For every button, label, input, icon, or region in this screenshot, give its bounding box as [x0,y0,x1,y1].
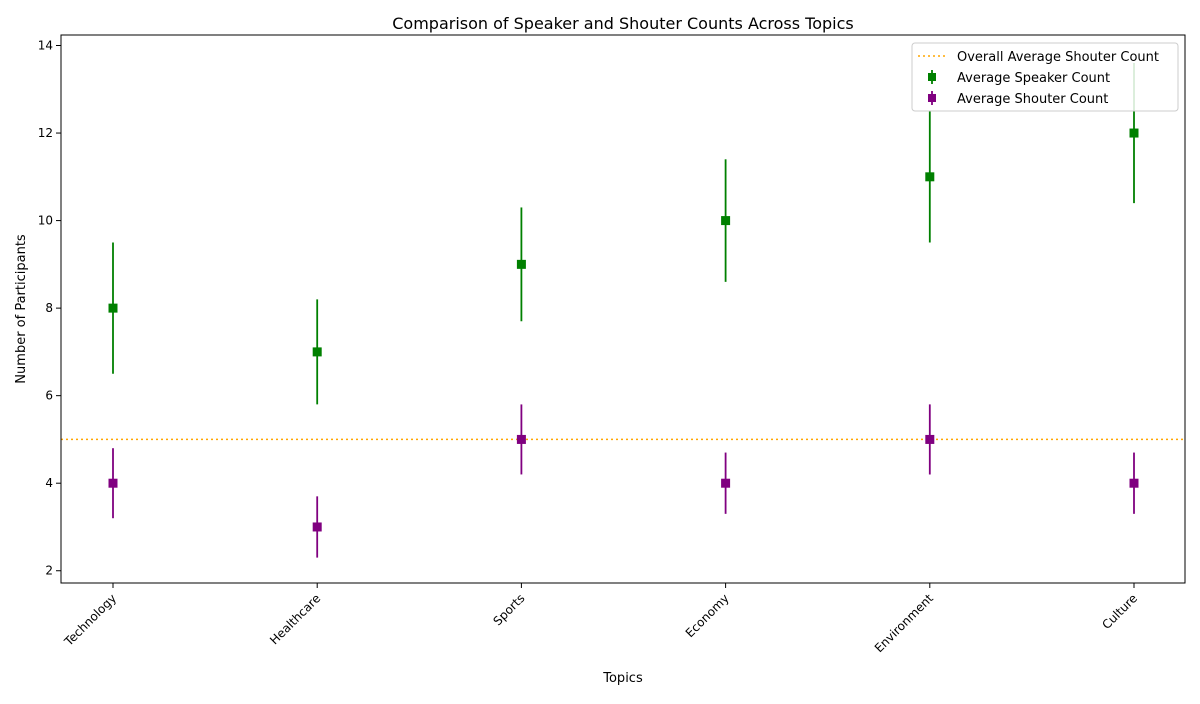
y-tick-label: 14 [38,39,53,53]
data-point [925,434,935,444]
x-tick-label: Environment [872,591,936,655]
legend-swatch [928,94,936,102]
y-tick-label: 12 [38,126,53,140]
x-tick-label: Healthcare [267,591,323,647]
legend-label: Average Speaker Count [957,71,1110,86]
y-axis: 2 4 6 8 10 12 14 [38,39,61,578]
x-tick-label: Sports [490,591,527,628]
y-axis-label: Number of Participants [14,234,29,384]
data-point [516,434,526,444]
chart-title: Comparison of Speaker and Shouter Counts… [392,14,854,33]
series-1 [108,404,1139,558]
data-point [721,216,731,226]
x-axis: Technology Healthcare Sports Economy Environ… [61,583,1140,655]
x-tick-label: Economy [683,591,732,640]
legend-label: Overall Average Shouter Count [957,50,1159,65]
legend: Overall Average Shouter Count Average Spe… [911,42,1179,112]
x-tick-label: Technology [61,591,119,649]
plot-frame [60,34,1186,584]
y-tick-label: 2 [45,564,53,578]
y-tick-label: 10 [38,214,53,228]
x-axis-label: Topics [602,671,643,686]
data-point [108,478,118,488]
data-point [721,478,731,488]
data-point [312,522,322,532]
x-tick-label: Culture [1099,591,1140,632]
data-point [312,347,322,357]
plot-area [61,63,1185,558]
legend-swatch [928,73,936,81]
data-point [516,259,526,269]
y-tick-label: 8 [45,301,53,315]
legend-label: Average Shouter Count [957,92,1108,107]
data-point [1129,478,1139,488]
data-point [1129,128,1139,138]
series-0 [108,63,1139,405]
y-tick-label: 4 [45,476,53,490]
y-tick-label: 6 [45,389,53,403]
legend-box [911,42,1179,112]
data-point [925,172,935,182]
data-point [108,303,118,313]
